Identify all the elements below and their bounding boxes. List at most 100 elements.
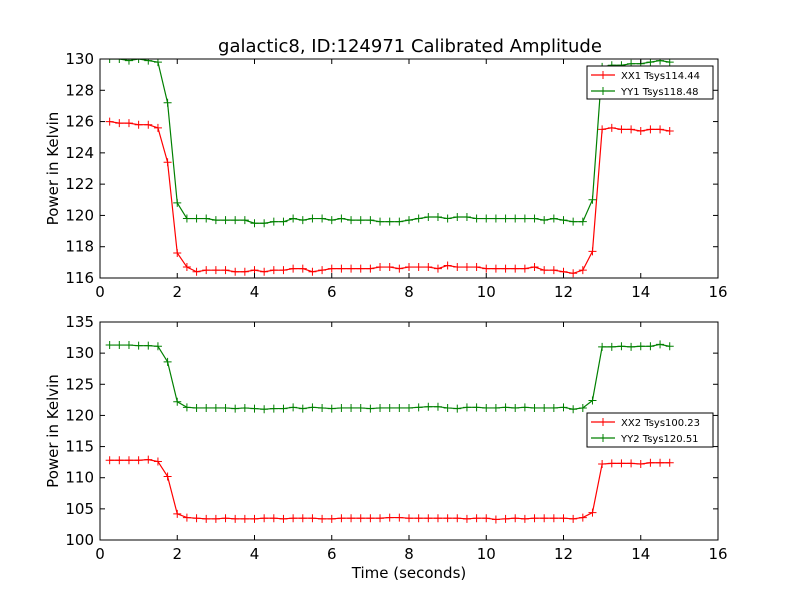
data-point-marker xyxy=(318,214,327,223)
data-point-marker xyxy=(356,216,365,225)
data-point-marker xyxy=(173,509,182,518)
data-point-marker xyxy=(115,456,124,465)
data-point-marker xyxy=(540,403,549,412)
legend-label: XX2 Tsys100.23 xyxy=(621,418,700,429)
x-tick-label: 4 xyxy=(250,545,260,563)
data-point-marker xyxy=(173,198,182,207)
data-point-marker xyxy=(598,342,607,351)
data-point-marker xyxy=(124,119,133,128)
data-point-marker xyxy=(665,458,674,467)
data-point-marker xyxy=(443,403,452,412)
data-point-marker xyxy=(221,403,230,412)
data-point-marker xyxy=(153,457,162,466)
data-point-marker xyxy=(424,212,433,221)
data-point-marker xyxy=(462,403,471,412)
data-point-marker xyxy=(607,123,616,132)
data-point-marker xyxy=(627,125,636,134)
data-point-marker xyxy=(530,403,539,412)
data-point-marker xyxy=(289,264,298,273)
data-point-marker xyxy=(588,247,597,256)
data-point-marker xyxy=(376,403,385,412)
data-point-marker xyxy=(211,216,220,225)
data-point-marker xyxy=(665,342,674,351)
data-point-marker xyxy=(260,267,269,276)
data-point-marker xyxy=(337,514,346,523)
data-point-marker xyxy=(356,264,365,273)
data-point-marker xyxy=(395,403,404,412)
data-point-marker xyxy=(511,514,520,523)
x-tick-label: 4 xyxy=(250,283,260,301)
data-point-marker xyxy=(578,513,587,522)
data-point-marker xyxy=(327,404,336,413)
data-point-marker xyxy=(327,264,336,273)
data-point-marker xyxy=(656,340,665,349)
data-point-marker xyxy=(269,404,278,413)
data-point-marker xyxy=(569,514,578,523)
data-point-marker xyxy=(250,404,259,413)
data-point-marker xyxy=(540,266,549,275)
data-point-marker xyxy=(414,263,423,272)
data-point-marker xyxy=(433,264,442,273)
data-point-marker xyxy=(462,514,471,523)
data-point-marker xyxy=(453,404,462,413)
data-point-marker xyxy=(134,456,143,465)
data-point-marker xyxy=(656,125,665,134)
data-point-marker xyxy=(424,402,433,411)
data-point-marker xyxy=(636,126,645,135)
data-point-marker xyxy=(462,212,471,221)
data-point-marker xyxy=(163,98,172,107)
data-point-marker xyxy=(453,263,462,272)
data-point-marker xyxy=(318,514,327,523)
legend-box xyxy=(586,65,714,100)
data-point-marker xyxy=(433,212,442,221)
data-point-marker xyxy=(192,514,201,523)
data-point-marker xyxy=(569,217,578,226)
data-point-marker xyxy=(424,263,433,272)
data-point-marker xyxy=(269,266,278,275)
x-axis-label: Time (seconds) xyxy=(351,564,467,582)
data-point-marker xyxy=(569,405,578,414)
data-point-marker xyxy=(260,219,269,228)
data-point-marker xyxy=(482,403,491,412)
data-point-marker xyxy=(414,514,423,523)
x-tick-label: 12 xyxy=(554,545,573,563)
x-tick-label: 16 xyxy=(708,283,727,301)
data-point-marker xyxy=(289,514,298,523)
data-point-marker xyxy=(656,458,665,467)
data-point-marker xyxy=(221,216,230,225)
data-point-marker xyxy=(549,403,558,412)
legend-label: YY2 Tsys120.51 xyxy=(620,434,699,445)
data-point-marker xyxy=(182,263,191,272)
data-point-marker xyxy=(501,403,510,412)
data-point-marker xyxy=(511,403,520,412)
data-point-marker xyxy=(424,514,433,523)
data-point-marker xyxy=(250,266,259,275)
data-point-marker xyxy=(337,214,346,223)
data-point-marker xyxy=(578,217,587,226)
top-panel: 0 2 4 6 8 10 12 14 16 116 118 120 122 124 126 128 130 Pow… xyxy=(44,50,728,301)
data-point-marker xyxy=(202,214,211,223)
data-point-marker xyxy=(405,216,413,225)
data-point-marker xyxy=(298,404,307,413)
data-point-marker xyxy=(240,514,249,523)
data-point-marker xyxy=(617,342,626,351)
x-tick-label: 14 xyxy=(631,283,650,301)
x-tick-label: 10 xyxy=(477,283,496,301)
legend: XX1 Tsys114.44 YY1 Tsys118.48 xyxy=(586,65,714,100)
x-tick-label: 10 xyxy=(477,545,496,563)
y-tick-label: 122 xyxy=(65,175,94,193)
data-point-marker xyxy=(443,214,452,223)
data-point-marker xyxy=(472,214,481,223)
data-point-marker xyxy=(250,219,259,228)
data-point-marker xyxy=(385,217,394,226)
x-tick-label: 12 xyxy=(554,283,573,301)
y-tick-label: 100 xyxy=(65,531,94,549)
data-point-marker xyxy=(221,266,230,275)
data-point-marker xyxy=(347,216,356,225)
data-point-marker xyxy=(414,403,423,412)
data-point-marker xyxy=(443,514,452,523)
data-point-marker xyxy=(308,267,317,276)
data-point-marker xyxy=(646,342,655,351)
y-tick-label: 110 xyxy=(65,469,94,487)
